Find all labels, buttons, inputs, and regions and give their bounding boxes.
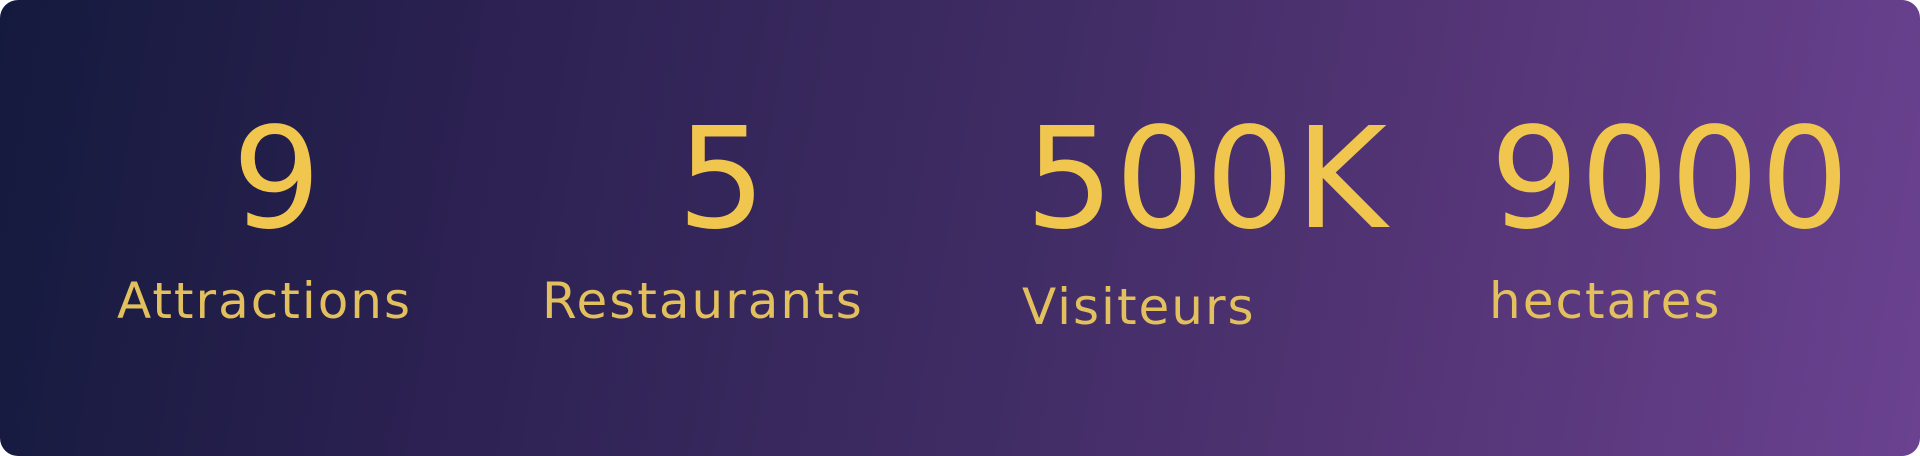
stat-attractions: 9 Attractions [0, 0, 545, 456]
stat-label: Attractions [117, 272, 413, 330]
stat-value: 500K [1025, 98, 1389, 261]
stat-restaurants: 5 Restaurants [542, 98, 864, 330]
stat-visitors: 500K Visiteurs [1022, 98, 1389, 336]
stat-label: hectares [1489, 272, 1722, 330]
stat-value: 9000 [1490, 98, 1851, 261]
stat-value: 9 [232, 98, 323, 261]
stat-label: Visiteurs [1022, 278, 1256, 336]
stat-label: Restaurants [542, 272, 864, 330]
stat-value: 5 [677, 98, 768, 261]
